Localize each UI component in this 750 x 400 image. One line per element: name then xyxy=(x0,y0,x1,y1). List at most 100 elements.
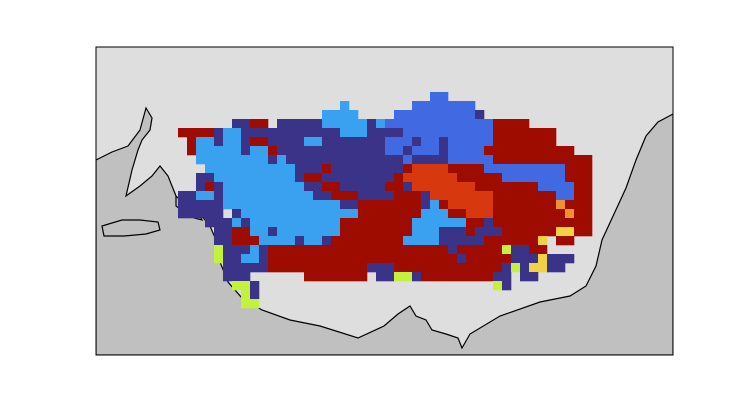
raster-cell xyxy=(529,200,539,210)
raster-cell xyxy=(250,146,260,156)
raster-cell xyxy=(232,227,242,237)
raster-cell xyxy=(448,146,458,156)
raster-cell xyxy=(394,254,404,264)
raster-cell xyxy=(493,164,503,174)
raster-cell xyxy=(502,200,512,210)
raster-cell xyxy=(430,263,440,273)
raster-cell xyxy=(430,236,440,246)
raster-cell xyxy=(340,146,350,156)
raster-cell xyxy=(466,200,476,210)
raster-cell xyxy=(367,119,377,129)
raster-cell xyxy=(358,128,368,138)
raster-cell xyxy=(304,119,314,129)
raster-cell xyxy=(448,200,458,210)
raster-cell xyxy=(520,272,530,282)
raster-cell xyxy=(475,182,485,192)
raster-cell xyxy=(223,236,233,246)
raster-cell xyxy=(439,119,449,129)
raster-cell xyxy=(277,263,287,273)
raster-cell xyxy=(457,236,467,246)
raster-cell xyxy=(205,191,215,201)
raster-cell xyxy=(511,155,521,165)
raster-cell xyxy=(376,272,386,282)
raster-cell xyxy=(520,173,530,183)
raster-cell xyxy=(484,137,494,147)
raster-cell xyxy=(439,128,449,138)
raster-cell xyxy=(403,155,413,165)
raster-cell xyxy=(304,191,314,201)
raster-cell xyxy=(331,272,341,282)
raster-cell xyxy=(475,200,485,210)
raster-cell xyxy=(457,245,467,255)
raster-cell xyxy=(313,272,323,282)
raster-cell xyxy=(430,101,440,111)
raster-cell xyxy=(520,263,530,273)
raster-cell xyxy=(385,218,395,228)
raster-cell xyxy=(331,218,341,228)
raster-cell xyxy=(520,128,530,138)
raster-cell xyxy=(349,137,359,147)
raster-cell xyxy=(484,218,494,228)
raster-cell xyxy=(259,218,269,228)
raster-cell xyxy=(493,227,503,237)
raster-cell xyxy=(268,263,278,273)
raster-cell xyxy=(475,191,485,201)
raster-cell xyxy=(457,227,467,237)
raster-cell xyxy=(538,128,548,138)
raster-cell xyxy=(304,272,314,282)
raster-cell xyxy=(277,227,287,237)
raster-cell xyxy=(259,164,269,174)
raster-cell xyxy=(286,137,296,147)
raster-cell xyxy=(457,146,467,156)
raster-cell xyxy=(340,236,350,246)
raster-cell xyxy=(412,200,422,210)
raster-cell xyxy=(340,182,350,192)
raster-cell xyxy=(313,218,323,228)
raster-cell xyxy=(268,209,278,219)
raster-cell xyxy=(529,254,539,264)
raster-cell xyxy=(259,227,269,237)
raster-cell xyxy=(538,182,548,192)
raster-cell xyxy=(583,182,593,192)
raster-cell xyxy=(394,146,404,156)
raster-cell xyxy=(556,254,566,264)
raster-cell xyxy=(295,119,305,129)
raster-cell xyxy=(529,227,539,237)
raster-cell xyxy=(403,254,413,264)
raster-cell xyxy=(196,146,206,156)
raster-cell xyxy=(511,245,521,255)
raster-cell xyxy=(574,227,584,237)
raster-cell xyxy=(520,155,530,165)
raster-cell xyxy=(367,218,377,228)
raster-cell xyxy=(547,128,557,138)
raster-cell xyxy=(358,209,368,219)
raster-cell xyxy=(484,119,494,129)
raster-cell xyxy=(430,137,440,147)
raster-cell xyxy=(331,209,341,219)
raster-cell xyxy=(457,119,467,129)
raster-cell xyxy=(448,263,458,273)
raster-cell xyxy=(286,164,296,174)
raster-cell xyxy=(547,164,557,174)
raster-cell xyxy=(394,263,404,273)
raster-cell xyxy=(502,245,512,255)
raster-cell xyxy=(457,182,467,192)
raster-cell xyxy=(295,254,305,264)
raster-cell xyxy=(538,155,548,165)
raster-cell xyxy=(394,182,404,192)
raster-cell xyxy=(403,110,413,120)
raster-cell xyxy=(493,200,503,210)
raster-cell xyxy=(421,164,431,174)
raster-cell xyxy=(394,245,404,255)
raster-cell xyxy=(493,272,503,282)
raster-cell xyxy=(511,119,521,129)
raster-cell xyxy=(304,146,314,156)
raster-cell xyxy=(529,191,539,201)
raster-cell xyxy=(241,173,251,183)
raster-cell xyxy=(574,182,584,192)
raster-cell xyxy=(493,182,503,192)
raster-cell xyxy=(394,227,404,237)
raster-cell xyxy=(268,173,278,183)
raster-cell xyxy=(358,173,368,183)
raster-cell xyxy=(313,128,323,138)
